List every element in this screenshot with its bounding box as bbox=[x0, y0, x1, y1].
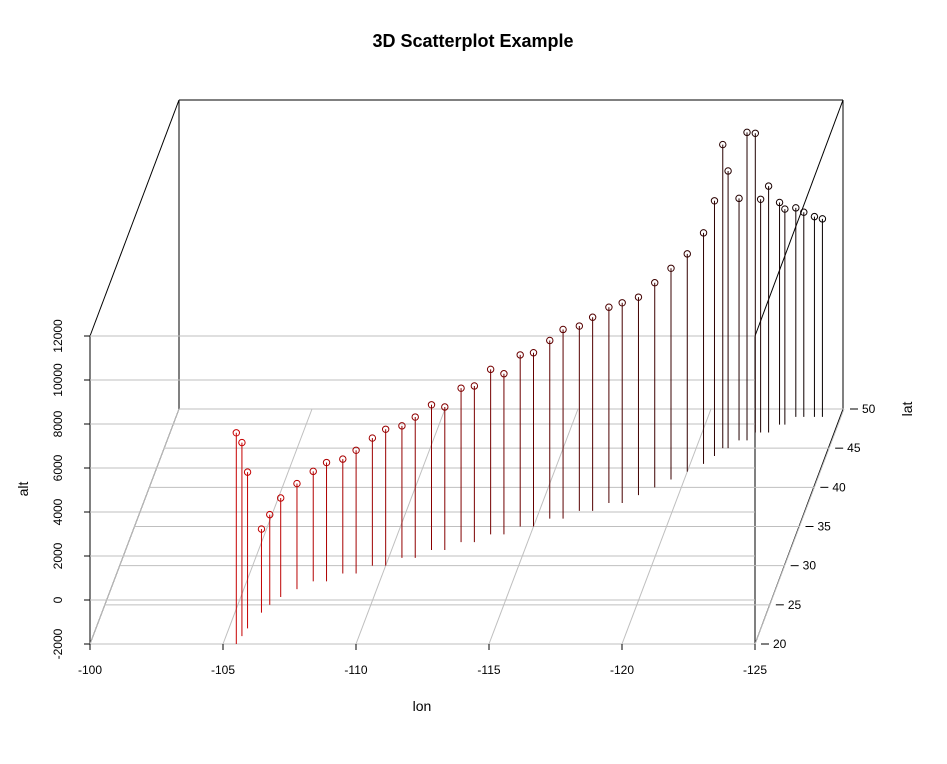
data-points bbox=[232, 128, 827, 533]
data-point bbox=[309, 467, 317, 476]
y-tick-label: 45 bbox=[847, 441, 861, 455]
y-tick-label: 30 bbox=[803, 559, 817, 573]
x-axis-ticks: -100 -105 -110 -115 -120 -125 bbox=[78, 644, 767, 677]
data-point bbox=[781, 205, 789, 213]
data-point bbox=[293, 479, 301, 488]
data-point bbox=[810, 212, 819, 221]
data-point bbox=[411, 413, 419, 421]
x-tick-label: -115 bbox=[477, 663, 500, 677]
data-point bbox=[232, 429, 241, 437]
data-point bbox=[559, 325, 567, 334]
data-point bbox=[257, 525, 266, 533]
data-point bbox=[322, 458, 331, 467]
y-tick-label: 50 bbox=[862, 402, 876, 416]
data-point bbox=[743, 128, 751, 137]
data-point bbox=[800, 208, 808, 216]
data-point bbox=[441, 403, 449, 411]
z-tick-label: 2000 bbox=[51, 542, 65, 569]
data-point bbox=[546, 336, 554, 345]
data-point bbox=[500, 370, 508, 378]
data-point bbox=[486, 365, 495, 374]
box-edge bbox=[754, 99, 844, 337]
data-point bbox=[751, 129, 759, 138]
data-point bbox=[575, 322, 584, 330]
x-tick-label: -110 bbox=[344, 663, 367, 677]
data-point bbox=[683, 250, 691, 258]
data-point bbox=[398, 422, 406, 430]
x-axis-label: lon bbox=[413, 698, 432, 714]
data-point bbox=[277, 494, 285, 502]
box-edge bbox=[89, 99, 180, 337]
y-axis-label: lat bbox=[899, 402, 915, 417]
data-point bbox=[266, 510, 274, 519]
z-tick-label: -2000 bbox=[51, 628, 65, 659]
data-point bbox=[775, 198, 784, 207]
x-tick-label: -125 bbox=[743, 663, 767, 677]
y-tick-label: 25 bbox=[788, 598, 802, 612]
y-tick-label: 40 bbox=[832, 480, 846, 494]
chart-title: 3D Scatterplot Example bbox=[372, 31, 573, 51]
data-point bbox=[516, 351, 524, 359]
data-point bbox=[352, 446, 360, 454]
data-point bbox=[735, 194, 743, 203]
z-tick-label: 10000 bbox=[51, 363, 65, 397]
data-point bbox=[756, 195, 765, 204]
data-point bbox=[634, 293, 643, 301]
data-point bbox=[470, 382, 479, 390]
z-tick-label: 8000 bbox=[51, 410, 65, 437]
data-point bbox=[618, 299, 626, 307]
y-tick-label: 35 bbox=[818, 520, 832, 534]
data-point bbox=[529, 349, 538, 357]
data-point bbox=[651, 279, 659, 287]
data-point bbox=[605, 303, 613, 311]
data-point bbox=[699, 229, 708, 237]
plot-box bbox=[89, 99, 844, 645]
data-point bbox=[724, 167, 732, 175]
floor-grid bbox=[89, 335, 845, 645]
data-point bbox=[427, 401, 436, 409]
z-tick-label: 0 bbox=[51, 596, 65, 603]
y-tick-label: 20 bbox=[773, 637, 787, 651]
data-point bbox=[588, 313, 597, 321]
data-point bbox=[667, 264, 675, 272]
data-point bbox=[381, 425, 390, 433]
drop-lines bbox=[235, 132, 823, 644]
data-point bbox=[368, 434, 377, 442]
z-axis-ticks: -2000 0 2000 4000 6000 8000 10000 12000 bbox=[51, 319, 90, 659]
data-point bbox=[818, 215, 827, 223]
data-point bbox=[792, 204, 800, 212]
data-point bbox=[243, 468, 252, 476]
data-point bbox=[238, 438, 246, 447]
x-tick-label: -120 bbox=[610, 663, 634, 677]
z-tick-label: 12000 bbox=[51, 319, 65, 353]
x-tick-label: -105 bbox=[211, 663, 235, 677]
data-point bbox=[764, 182, 773, 190]
z-tick-label: 6000 bbox=[51, 454, 65, 481]
y-axis-ticks: 20 25 30 35 40 45 50 bbox=[761, 402, 876, 651]
data-point bbox=[719, 140, 727, 149]
z-axis-label: alt bbox=[15, 482, 31, 497]
data-point bbox=[339, 455, 347, 463]
data-point bbox=[710, 197, 719, 205]
z-tick-label: 4000 bbox=[51, 498, 65, 525]
x-tick-label: -100 bbox=[78, 663, 102, 677]
data-point bbox=[457, 384, 465, 392]
